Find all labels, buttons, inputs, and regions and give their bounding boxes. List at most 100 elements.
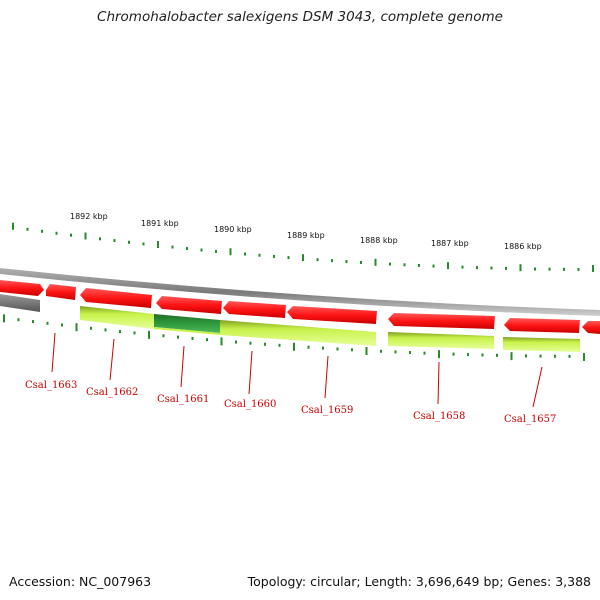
major-tick <box>519 264 522 272</box>
kbp-label: 1889 kbp <box>287 231 325 240</box>
major-tick <box>302 254 304 262</box>
minor-tick <box>476 266 478 270</box>
minor-tick <box>249 341 252 345</box>
major-tick <box>447 262 449 270</box>
minor-tick <box>432 264 435 268</box>
minor-tick <box>244 252 246 256</box>
gene-forward <box>0 280 44 296</box>
minor-tick <box>162 334 165 338</box>
minor-tick <box>525 354 527 358</box>
major-tick <box>293 342 295 351</box>
minor-tick <box>264 342 266 346</box>
major-tick <box>84 232 87 240</box>
minor-tick <box>287 256 290 260</box>
minor-tick <box>41 229 43 233</box>
minor-tick <box>481 353 484 357</box>
minor-tick <box>322 346 324 350</box>
gene-reverse <box>80 306 154 329</box>
minor-tick <box>17 318 20 322</box>
gene-label: Csal_1661 <box>157 394 209 405</box>
major-tick <box>583 352 585 361</box>
minor-tick <box>142 242 145 246</box>
minor-tick <box>177 335 179 339</box>
kbp-label: 1887 kbp <box>431 239 469 248</box>
minor-tick <box>200 248 203 252</box>
minor-tick <box>418 263 420 267</box>
gene-reverse-partial <box>0 294 40 312</box>
gene-label: Csal_1662 <box>86 387 138 398</box>
minor-tick <box>380 349 382 353</box>
minor-tick <box>307 345 310 349</box>
minor-tick <box>113 239 116 243</box>
gene-reverse <box>503 337 580 352</box>
gene-label: Csal_1660 <box>224 399 276 410</box>
kbp-label: 1888 kbp <box>360 236 398 245</box>
gene-forward <box>223 301 286 318</box>
minor-tick <box>278 343 281 347</box>
minor-tick <box>577 267 580 271</box>
topology-text: Topology: circular; Length: 3,696,649 bp… <box>247 574 591 589</box>
minor-tick <box>104 328 107 332</box>
minor-tick <box>539 354 542 358</box>
minor-tick <box>61 323 63 327</box>
minor-tick <box>394 350 397 354</box>
gene-label: Csal_1663 <box>25 380 77 391</box>
gene-labels: Csal_1663 Csal_1662 Csal_1661 Csal_1660 … <box>25 380 556 425</box>
minor-tick <box>534 267 536 271</box>
minor-tick <box>331 259 333 263</box>
minor-tick <box>99 237 101 241</box>
minor-tick <box>32 320 34 324</box>
gene-forward <box>46 284 76 300</box>
gene-label-leaders <box>51 332 543 408</box>
minor-tick <box>505 266 507 270</box>
minor-tick <box>206 338 208 342</box>
minor-tick <box>403 263 406 267</box>
minor-tick <box>467 353 469 357</box>
accession-text: Accession: NC_007963 <box>9 574 152 589</box>
minor-tick <box>360 260 362 264</box>
minor-tick <box>452 352 455 356</box>
forward-strand-genes <box>0 280 600 334</box>
kbp-scale-labels: 1892 kbp 1891 kbp 1890 kbp 1889 kbp 1888… <box>70 212 542 251</box>
minor-tick <box>563 267 565 271</box>
minor-tick <box>389 262 391 266</box>
scale-ticks <box>3 222 594 361</box>
kbp-label: 1890 kbp <box>214 225 252 234</box>
minor-tick <box>186 247 188 251</box>
major-tick <box>12 222 14 230</box>
major-tick <box>510 352 513 361</box>
gene-forward <box>287 306 377 324</box>
minor-tick <box>258 253 261 257</box>
major-tick <box>220 337 223 346</box>
major-tick <box>148 330 150 339</box>
minor-tick <box>409 351 411 355</box>
gene-label: Csal_1657 <box>504 414 556 425</box>
major-tick <box>365 347 368 356</box>
minor-tick <box>490 266 493 270</box>
major-tick <box>229 248 232 256</box>
gene-reverse <box>388 332 494 349</box>
major-tick <box>592 264 594 272</box>
gene-reverse <box>220 320 376 346</box>
minor-tick <box>461 265 464 269</box>
gene-reverse-highlight <box>154 314 220 333</box>
gene-forward <box>80 288 152 308</box>
minor-tick <box>336 347 339 351</box>
minor-tick <box>26 227 29 231</box>
minor-tick <box>345 260 348 264</box>
minor-tick <box>55 231 58 235</box>
minor-tick <box>496 353 498 357</box>
major-tick <box>75 323 78 332</box>
minor-tick <box>191 336 194 340</box>
minor-tick <box>133 331 136 335</box>
gene-label: Csal_1658 <box>413 411 465 422</box>
kbp-label: 1891 kbp <box>141 219 179 228</box>
major-tick <box>438 350 440 359</box>
gene-label: Csal_1659 <box>301 405 353 416</box>
major-tick <box>3 314 5 323</box>
kbp-label: 1886 kbp <box>504 242 542 251</box>
minor-tick <box>119 329 121 333</box>
gene-forward <box>504 318 580 333</box>
genome-backbone <box>0 268 600 316</box>
